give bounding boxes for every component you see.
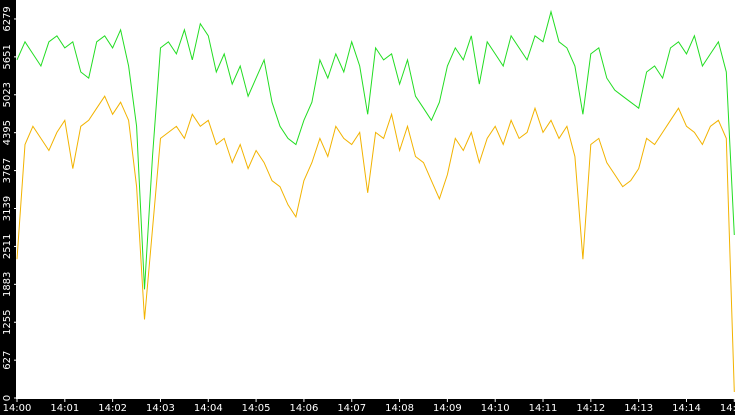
- x-tick-label: 14:02: [98, 403, 127, 414]
- y-tick-label: 5651: [2, 44, 13, 69]
- x-tick-label: 14:09: [433, 403, 462, 414]
- plot-area: [16, 0, 735, 399]
- y-tick-label: 1883: [2, 272, 13, 297]
- x-tick-label: 14:04: [194, 403, 223, 414]
- y-tick-label: 2511: [2, 234, 13, 259]
- series-line: [16, 9, 735, 290]
- x-tick-label: 14:14: [672, 403, 701, 414]
- x-tick-label: 14:06: [290, 403, 319, 414]
- x-tick-label: 14:00: [3, 403, 32, 414]
- y-tick-label: 3767: [2, 158, 13, 183]
- x-tick-label: 14:10: [481, 403, 510, 414]
- y-tick-label: 4395: [2, 120, 13, 145]
- y-tick-label: 0: [2, 395, 13, 401]
- y-tick-label: 3139: [2, 196, 13, 221]
- x-tick-label: 14:11: [529, 403, 558, 414]
- y-tick-label: 1255: [2, 310, 13, 335]
- x-tick-label: 14:07: [337, 403, 366, 414]
- x-tick-label: 14:12: [576, 403, 605, 414]
- x-tick-label: 14:05: [242, 403, 271, 414]
- y-tick-label: 627: [2, 351, 13, 370]
- x-tick-label: 14:01: [50, 403, 79, 414]
- x-tick-label: 14:08: [385, 403, 414, 414]
- x-tick-label: 14:03: [146, 403, 175, 414]
- x-tick-label: 14:13: [624, 403, 653, 414]
- y-tick-label: 6279: [2, 6, 13, 31]
- y-tick-label: 5023: [2, 82, 13, 107]
- series-line: [16, 95, 735, 393]
- x-tick-label: 14:15: [720, 403, 735, 414]
